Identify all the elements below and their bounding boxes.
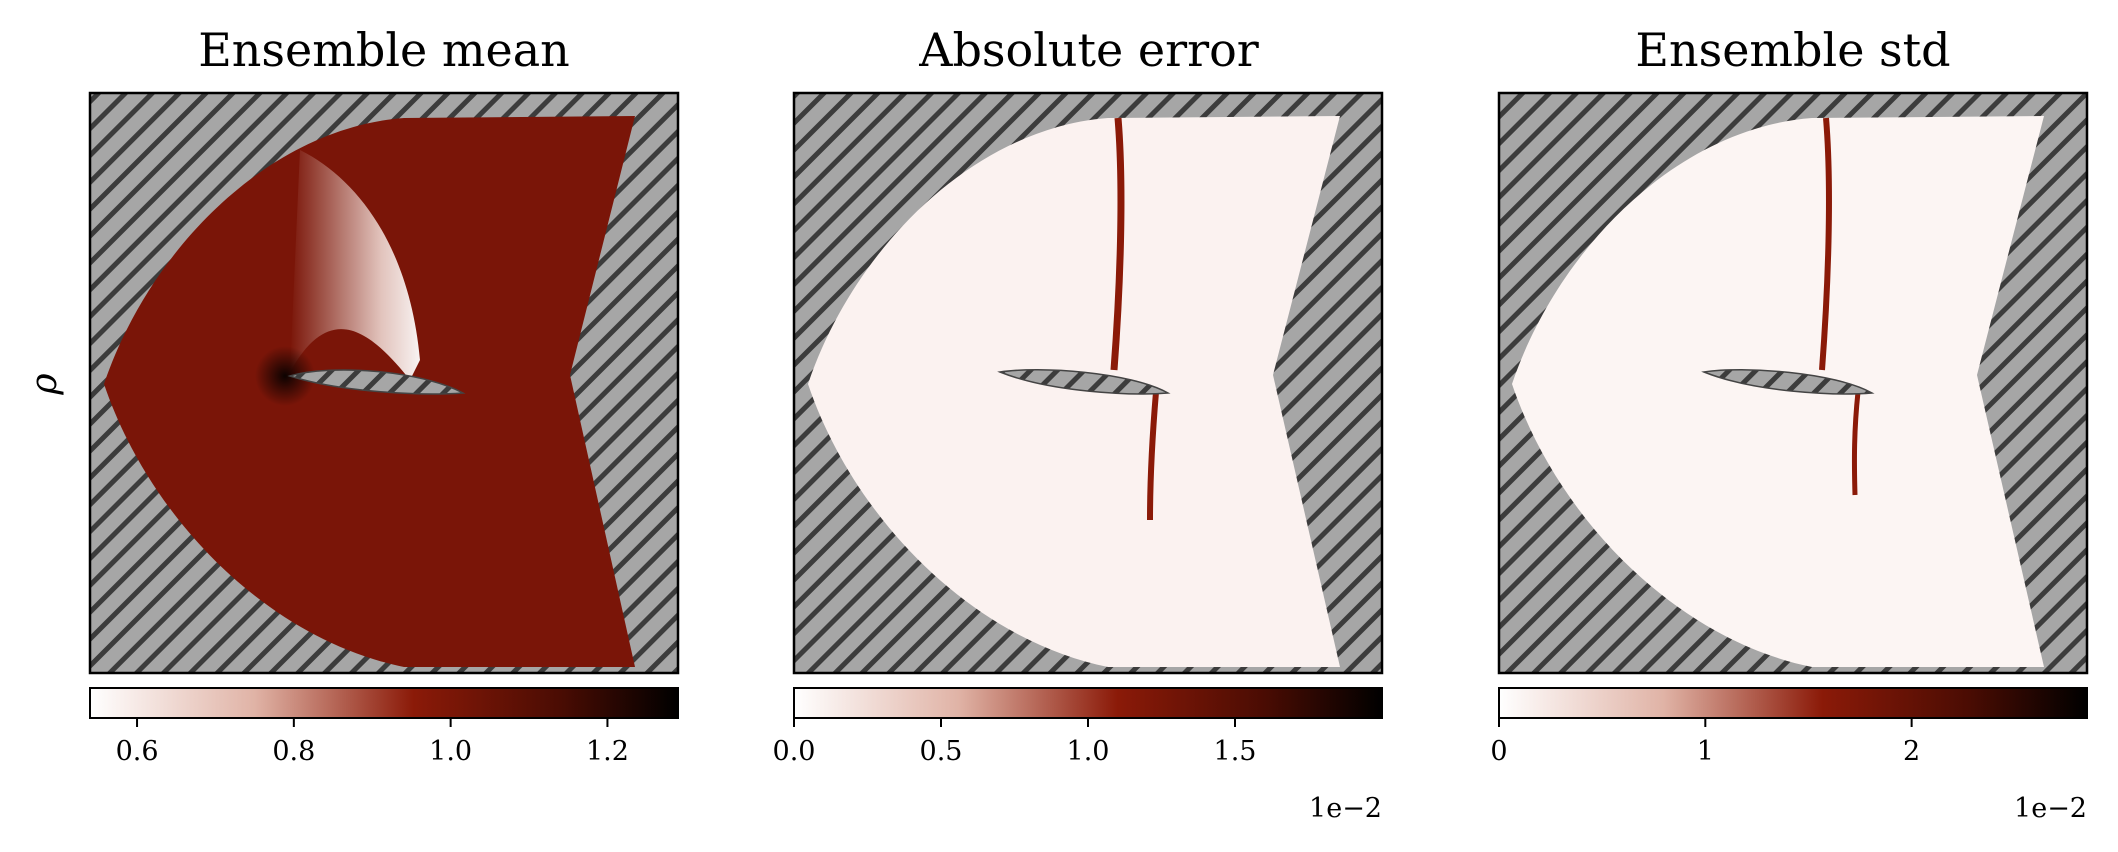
panel-ensemble-mean: Ensemble mean ρ 0.6 0.8 1.0 1.2 bbox=[24, 23, 680, 767]
shock-std-upper bbox=[1819, 117, 1832, 371]
colorbar-tick-label: 1.2 bbox=[586, 736, 629, 767]
colorbar-gradient bbox=[793, 687, 1383, 719]
colorbar-tick-label: 2 bbox=[1903, 736, 1920, 767]
colorbar: 0.0 0.5 1.0 1.5 1e−2 bbox=[773, 687, 1383, 824]
colorbar-tick-label: 0.5 bbox=[920, 736, 963, 767]
panel-absolute-error: Absolute error 0.0 0.5 1.0 1.5 1e−2 bbox=[773, 23, 1384, 824]
plot-frame bbox=[792, 91, 1384, 675]
colorbar-tick-label: 1.0 bbox=[1067, 736, 1110, 767]
colorbar-tick-label: 0.6 bbox=[116, 736, 159, 767]
colorbar-offset-label: 1e−2 bbox=[1309, 793, 1382, 824]
colorbar: 0 1 2 1e−2 bbox=[1490, 687, 2088, 824]
colorbar-tick-label: 1 bbox=[1697, 736, 1714, 767]
colorbar: 0.6 0.8 1.0 1.2 bbox=[89, 687, 679, 767]
colorbar-tick-label: 1.5 bbox=[1214, 736, 1257, 767]
plot-frame bbox=[88, 91, 680, 675]
shock-error-lower bbox=[1147, 391, 1159, 521]
plot-frame bbox=[1497, 91, 2089, 675]
panel-ensemble-std: Ensemble std 0 1 2 1e−2 bbox=[1490, 23, 2089, 824]
field-domain bbox=[808, 116, 1340, 667]
airfoil bbox=[287, 369, 466, 395]
colorbar-tick-label: 0.8 bbox=[272, 736, 315, 767]
panel-title: Ensemble mean bbox=[198, 23, 570, 77]
colorbar-ticks: 0 1 2 bbox=[1490, 718, 1920, 767]
colorbar-tick-label: 0 bbox=[1490, 736, 1507, 767]
field-domain bbox=[1512, 116, 2044, 667]
y-axis-label: ρ bbox=[24, 373, 65, 395]
colorbar-tick-label: 1.0 bbox=[429, 736, 472, 767]
shock-std-lower bbox=[1851, 391, 1861, 496]
expansion-region bbox=[290, 150, 420, 380]
leading-edge-region bbox=[255, 346, 315, 406]
panel-title: Absolute error bbox=[918, 23, 1259, 77]
colorbar-gradient bbox=[1498, 687, 2088, 719]
colorbar-ticks: 0.0 0.5 1.0 1.5 bbox=[773, 718, 1257, 767]
colorbar-tick-label: 0.0 bbox=[773, 736, 816, 767]
shock-error-upper bbox=[1110, 117, 1125, 371]
colorbar-ticks: 0.6 0.8 1.0 1.2 bbox=[116, 718, 629, 767]
airfoil bbox=[1701, 369, 1875, 395]
panel-title: Ensemble std bbox=[1635, 23, 1950, 77]
airfoil bbox=[997, 369, 1171, 395]
colorbar-gradient bbox=[89, 687, 679, 719]
colorbar-offset-label: 1e−2 bbox=[2014, 793, 2087, 824]
